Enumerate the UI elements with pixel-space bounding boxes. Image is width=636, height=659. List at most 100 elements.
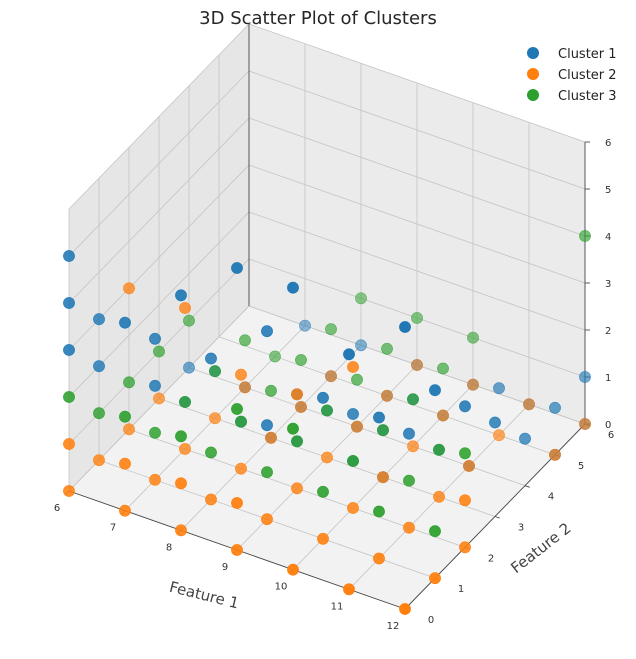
data-point-3 xyxy=(373,505,385,518)
data-point-2 xyxy=(459,494,471,507)
data-point-1 xyxy=(519,432,531,445)
data-point-1 xyxy=(149,332,161,345)
y-tick-label: 4 xyxy=(548,492,554,503)
data-point-2 xyxy=(407,440,419,453)
gridline-z-back xyxy=(248,211,586,331)
data-point-2 xyxy=(437,409,449,422)
data-point-2 xyxy=(209,412,221,425)
data-point-3 xyxy=(269,350,281,363)
data-point-1 xyxy=(355,339,367,352)
data-point-3 xyxy=(403,474,415,487)
data-point-3 xyxy=(347,455,359,467)
z-tick-label: 6 xyxy=(605,138,611,149)
chart-title: 3D Scatter Plot of Clusters xyxy=(199,8,437,29)
data-point-2 xyxy=(463,460,475,472)
data-point-3 xyxy=(179,396,191,408)
data-point-2 xyxy=(239,381,251,394)
data-point-3 xyxy=(325,323,337,336)
legend-label: Cluster 3 xyxy=(558,89,617,104)
data-point-1 xyxy=(149,379,161,392)
data-point-2 xyxy=(381,389,393,402)
data-point-2 xyxy=(433,490,445,503)
x-tick-label: 6 xyxy=(54,503,60,514)
data-point-1 xyxy=(493,382,505,395)
data-point-2 xyxy=(347,361,359,373)
data-point-1 xyxy=(93,360,105,373)
data-point-3 xyxy=(467,331,479,344)
data-point-1 xyxy=(343,348,355,361)
legend: Cluster 1 Cluster 2 Cluster 3 xyxy=(527,47,617,104)
data-point-2 xyxy=(175,477,187,490)
data-point-2 xyxy=(403,521,415,534)
data-point-3 xyxy=(235,415,247,428)
gridline-z-back xyxy=(248,23,586,143)
data-point-1 xyxy=(347,408,359,420)
data-point-2 xyxy=(265,431,277,444)
data-point-3 xyxy=(261,466,273,479)
data-point-2 xyxy=(179,443,191,455)
data-point-2 xyxy=(231,497,243,509)
data-point-2 xyxy=(373,552,385,565)
data-point-3 xyxy=(93,407,105,420)
x-tick-label: 11 xyxy=(331,601,344,612)
data-point-3 xyxy=(287,422,299,435)
y-tick-label: 3 xyxy=(518,523,524,534)
z-tick-label: 5 xyxy=(605,185,611,196)
x-axis-label: Feature 1 xyxy=(168,578,241,613)
data-point-1 xyxy=(63,297,75,309)
data-point-1 xyxy=(119,316,131,329)
x-tick-label: 9 xyxy=(222,562,228,573)
data-point-1 xyxy=(317,391,329,404)
data-point-3 xyxy=(119,410,131,423)
data-point-3 xyxy=(317,485,329,498)
legend-label: Cluster 2 xyxy=(558,68,617,83)
data-point-2 xyxy=(523,398,535,411)
data-point-1 xyxy=(459,400,471,413)
data-point-1 xyxy=(299,319,311,332)
data-point-1 xyxy=(183,361,195,374)
data-point-2 xyxy=(317,532,329,545)
data-point-3 xyxy=(377,424,389,437)
x-tick-label: 7 xyxy=(110,523,116,534)
data-point-3 xyxy=(381,342,393,355)
x-tick-label: 12 xyxy=(387,621,400,632)
x-tick-label: 10 xyxy=(275,582,288,593)
data-point-3 xyxy=(149,426,161,439)
data-point-2 xyxy=(343,583,355,596)
data-point-2 xyxy=(123,282,135,295)
y-tick-label: 2 xyxy=(488,553,494,564)
y-tick-mark xyxy=(524,485,530,488)
gridline-z-side xyxy=(68,23,250,210)
data-point-3 xyxy=(321,404,333,417)
data-point-1 xyxy=(429,384,441,397)
data-point-2 xyxy=(149,473,161,486)
gridline-z-side xyxy=(68,70,250,257)
data-point-2 xyxy=(205,493,217,506)
data-point-1 xyxy=(399,321,411,333)
data-point-2 xyxy=(467,378,479,391)
data-point-2 xyxy=(429,572,441,585)
data-point-3 xyxy=(123,376,135,389)
data-point-2 xyxy=(579,418,591,430)
z-tick-label: 4 xyxy=(605,232,611,243)
data-point-2 xyxy=(377,471,389,484)
data-point-3 xyxy=(437,362,449,375)
data-point-1 xyxy=(403,427,415,440)
data-point-3 xyxy=(63,391,75,403)
axes-panes xyxy=(69,24,585,609)
data-point-3 xyxy=(579,230,591,242)
data-point-3 xyxy=(153,345,165,358)
data-point-2 xyxy=(231,544,243,556)
data-point-2 xyxy=(347,502,359,514)
gridline-z-back xyxy=(248,70,586,190)
gridline-z-back xyxy=(248,164,586,284)
data-point-2 xyxy=(287,563,299,576)
data-point-2 xyxy=(321,451,333,464)
data-point-1 xyxy=(231,262,243,274)
z-tick-label: 0 xyxy=(605,420,611,431)
z-tick-label: 1 xyxy=(605,373,611,384)
data-point-2 xyxy=(399,603,411,615)
data-point-2 xyxy=(123,423,135,436)
data-point-1 xyxy=(287,281,299,294)
